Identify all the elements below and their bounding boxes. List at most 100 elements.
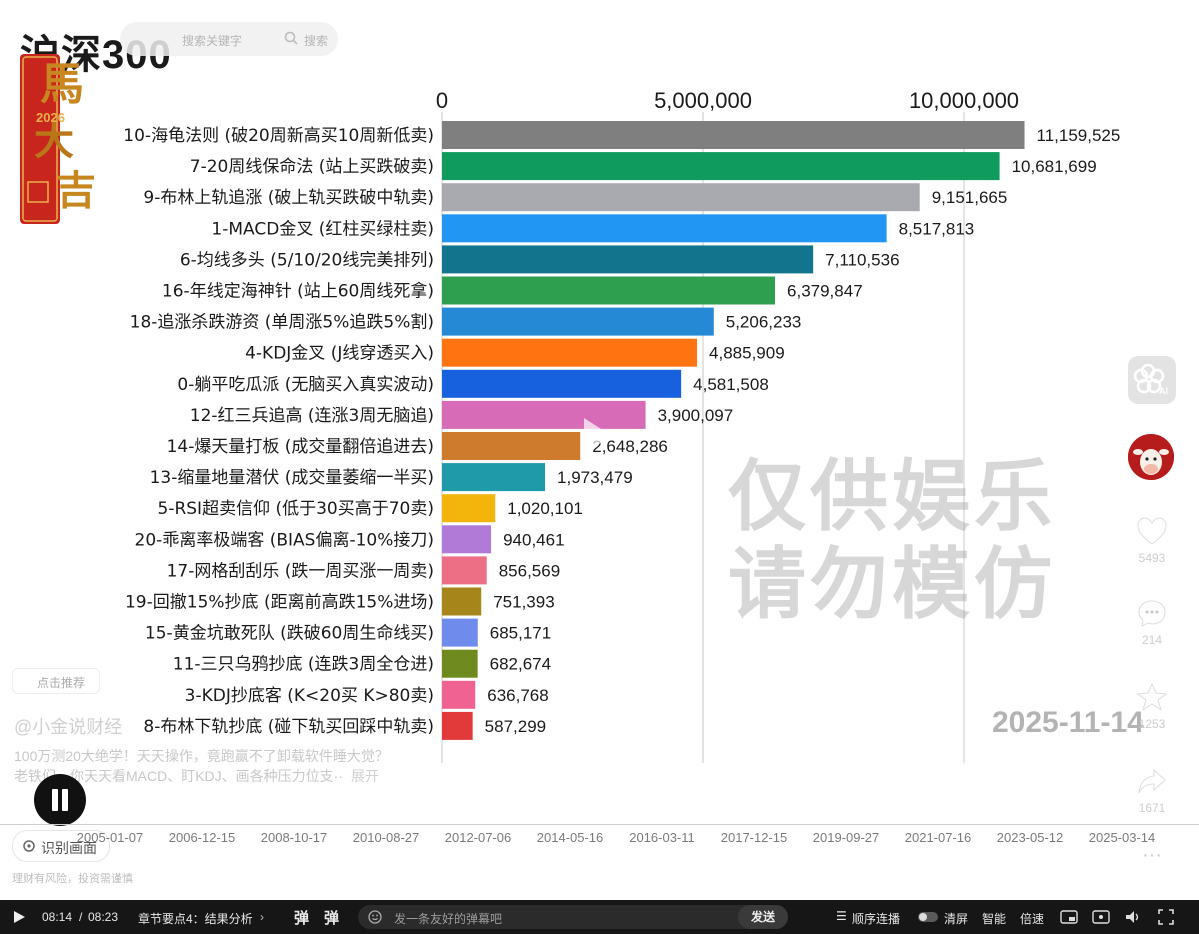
timeline-tick-label: 2008-10-17 <box>260 830 328 845</box>
x-tick-label: 0 <box>436 88 448 113</box>
timeline-tick-label: 2014-05-16 <box>536 830 604 845</box>
ai-label: AI <box>1159 386 1168 396</box>
category-label: 9-布林上轨追涨 (破上轨买跌破中轨卖) <box>143 188 434 208</box>
play-order-button[interactable]: 顺序连播 <box>852 912 901 926</box>
svg-text:吉: 吉 <box>56 167 96 214</box>
danmu-placeholder: 发一条友好的弹幕吧 <box>394 912 503 926</box>
hot-tag[interactable]: 点击推荐 <box>12 668 100 694</box>
volume-icon[interactable] <box>1124 909 1142 925</box>
bar <box>442 494 496 523</box>
value-label: 856,569 <box>499 561 560 580</box>
value-label: 11,159,525 <box>1037 126 1121 145</box>
like-button[interactable]: 5493 <box>1122 516 1182 565</box>
emoji-icon[interactable] <box>368 910 382 924</box>
category-label: 0-躺平吃瓜派 (无脑买入真实波动) <box>177 375 434 395</box>
timeline-tick-label: 2005-01-07 <box>76 830 144 845</box>
bar <box>442 214 887 243</box>
send-button[interactable]: 发送 <box>738 905 788 929</box>
timeline-tick-label: 2023-05-12 <box>996 830 1064 845</box>
watermark-line-1: 仅供娱乐 <box>728 452 1057 540</box>
playlist-icon[interactable]: ☰ <box>836 909 847 923</box>
danmu-input[interactable]: 发一条友好的弹幕吧 发送 <box>358 905 788 929</box>
clear-screen-toggle[interactable] <box>918 912 938 922</box>
ai-icon <box>1133 363 1165 394</box>
timeline-tick-label: 2006-12-15 <box>168 830 236 845</box>
search-box[interactable]: 搜索关键字 搜索 <box>120 22 338 56</box>
author-name[interactable]: @小金说财经 <box>14 717 123 737</box>
clear-screen-label: 清屏 <box>944 912 969 926</box>
comment-button[interactable]: 214 <box>1122 598 1182 647</box>
svg-text:馬: 馬 <box>40 59 84 110</box>
scan-icon <box>23 840 35 852</box>
quality-button[interactable]: 智能 <box>982 912 1007 926</box>
description-line-1: 100万测20大绝学！天天操作，竟跑赢不了卸载软件睡大觉？ <box>14 748 389 764</box>
bar <box>442 338 698 367</box>
star-icon <box>1136 682 1168 712</box>
current-time: 08:14 <box>42 910 73 924</box>
value-label: 9,151,665 <box>932 188 1008 207</box>
category-label: 15-黄金坑敢死队 (跌破60周生命线买) <box>145 624 434 644</box>
time-separator: / <box>79 910 83 924</box>
category-label: 17-网格刮刮乐 (跌一周买涨一周卖) <box>167 561 434 581</box>
fullscreen-icon[interactable] <box>1158 909 1174 925</box>
bar <box>442 276 776 305</box>
bar <box>442 369 682 398</box>
ai-button[interactable]: AI <box>1128 356 1176 404</box>
share-button[interactable]: 1671 <box>1122 766 1182 815</box>
x-tick-label: 5,000,000 <box>654 88 752 113</box>
date-timeline[interactable]: 2005-01-07 2006-12-15 2008-10-17 2010-08-27… <box>0 818 1199 854</box>
value-label: 4,581,508 <box>693 375 769 394</box>
search-button[interactable]: 搜索 <box>303 34 328 48</box>
author-avatar[interactable] <box>1128 434 1174 480</box>
danmu-toggle-icon[interactable]: 弹 <box>294 910 310 927</box>
value-label: 751,393 <box>493 593 554 612</box>
favorite-button[interactable]: 1253 <box>1122 682 1182 731</box>
value-label: 636,768 <box>487 686 548 705</box>
category-label: 18-追涨杀跌游资 (单周涨5%追跌5%割) <box>130 313 434 333</box>
more-button[interactable]: ··· <box>1142 844 1162 866</box>
category-label: 5-RSI超卖信仰 (低于30买高于70卖) <box>158 499 435 519</box>
chevron-right-icon[interactable]: › <box>260 910 264 924</box>
recognize-screen-button[interactable]: 识别画面 <box>12 830 110 862</box>
danmu-settings-icon[interactable]: 弹 <box>324 910 340 927</box>
search-icon[interactable] <box>284 31 298 45</box>
value-label: 5,206,233 <box>726 313 802 332</box>
picture-in-picture-icon[interactable] <box>1060 909 1078 925</box>
video-description: 100万测20大绝学！天天操作，竟跑赢不了卸载软件睡大觉？ 老铁们，你天天看MA… <box>14 746 434 786</box>
chapter-title[interactable]: 章节要点4：结果分析 <box>138 912 253 926</box>
comment-count: 214 <box>1141 633 1163 647</box>
pause-button[interactable] <box>34 774 86 826</box>
x-tick-label: 10,000,000 <box>909 88 1019 113</box>
category-label: 14-爆天量打板 (成交量翻倍追进去) <box>167 437 434 457</box>
heart-icon <box>1137 517 1167 545</box>
timeline-tick-label: 2019-09-27 <box>812 830 880 845</box>
value-label: 940,461 <box>503 530 564 549</box>
bar <box>442 400 646 429</box>
video-frame[interactable]: 0 5,000,000 10,000,000 10-海龟法则 (破20周新高买10周新… <box>0 0 1199 900</box>
play-icon[interactable] <box>12 910 26 924</box>
bar <box>442 587 482 616</box>
share-icon <box>1138 768 1166 794</box>
value-label: 685,171 <box>490 624 551 643</box>
expand-link[interactable]: 展开 <box>351 768 379 784</box>
category-label: 12-红三兵追高 (连涨3周无脑追) <box>190 406 434 426</box>
bar <box>442 245 814 274</box>
category-label: 3-KDJ抄底客 (K<20买 K>80卖) <box>185 686 434 706</box>
play-overlay-icon <box>584 418 612 454</box>
bar <box>442 711 473 740</box>
category-label: 1-MACD金叉 (红柱买绿柱卖) <box>211 219 434 239</box>
value-label: 2,648,286 <box>592 437 668 456</box>
value-label: 3,900,097 <box>658 406 734 425</box>
value-label: 10,681,699 <box>1012 157 1097 176</box>
speed-button[interactable]: 倍速 <box>1020 912 1045 926</box>
bar <box>442 307 714 336</box>
search-placeholder: 搜索关键字 <box>182 34 243 48</box>
share-count: 1671 <box>1138 801 1166 815</box>
category-label: 19-回撤15%抄底 (距离前高跌15%进场) <box>125 593 434 613</box>
recognize-screen-label: 识别画面 <box>41 840 97 856</box>
fullscreen-web-icon[interactable] <box>1092 909 1110 925</box>
favorite-count: 1253 <box>1138 717 1166 731</box>
value-label: 587,299 <box>485 717 546 736</box>
bar <box>442 183 920 212</box>
svg-text:2026: 2026 <box>36 110 65 125</box>
